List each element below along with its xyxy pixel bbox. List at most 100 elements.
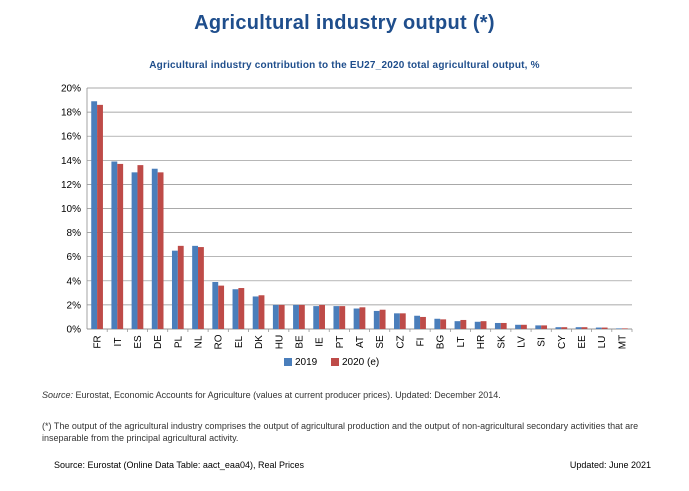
source-note-text: Eurostat, Economic Accounts for Agricult… xyxy=(73,390,501,400)
x-tick-label: SK xyxy=(496,335,507,349)
source-note: Source: Eurostat, Economic Accounts for … xyxy=(42,389,662,401)
x-tick-label: BE xyxy=(294,335,305,349)
bar-SK-2019 xyxy=(494,322,501,329)
x-tick-label: AT xyxy=(355,336,366,348)
bar-EE-2019 xyxy=(575,327,582,329)
x-tick-label: EL xyxy=(234,335,245,348)
y-tick-label: 12% xyxy=(61,180,81,191)
bar-SI-2019 xyxy=(535,325,542,329)
bar-LU-2020e xyxy=(601,327,608,329)
bar-FI-2019 xyxy=(414,315,421,329)
legend-label-2: 2020 (e) xyxy=(342,357,379,368)
bar-SI-2020e xyxy=(541,325,548,329)
bar-PL-2019 xyxy=(171,250,178,329)
source-note-label: Source: xyxy=(42,390,74,400)
x-tick-label: ES xyxy=(133,335,144,349)
bar-FI-2020e xyxy=(420,316,426,329)
bar-HR-2020e xyxy=(480,321,487,329)
x-tick-label: MT xyxy=(617,335,628,349)
y-tick-label: 18% xyxy=(61,108,81,119)
bar-IT-2020e xyxy=(117,163,124,329)
bar-RO-2019 xyxy=(212,282,219,329)
bar-EL-2019 xyxy=(232,289,239,329)
x-tick-label: RO xyxy=(214,334,225,349)
y-tick-label: 6% xyxy=(67,252,82,263)
bar-FR-2019 xyxy=(91,101,98,329)
bar-MT-2019 xyxy=(616,328,622,329)
y-tick-label: 14% xyxy=(61,156,81,167)
bar-IT-2019 xyxy=(111,161,118,329)
footer-updated: Updated: June 2021 xyxy=(569,460,651,470)
bar-BG-2019 xyxy=(434,318,441,329)
x-tick-label: DE xyxy=(153,335,164,349)
bar-PT-2020e xyxy=(339,306,346,329)
bar-ES-2019 xyxy=(131,172,138,329)
bar-HU-2020e xyxy=(278,304,285,329)
bar-PL-2020e xyxy=(177,245,184,329)
bar-BE-2019 xyxy=(293,304,299,329)
x-tick-label: CZ xyxy=(395,335,406,348)
bar-CY-2019 xyxy=(555,327,562,329)
y-tick-label: 20% xyxy=(61,84,81,95)
bar-IE-2019 xyxy=(313,306,320,329)
bar-SK-2020e xyxy=(500,322,507,329)
bar-CZ-2019 xyxy=(394,313,400,329)
bar-BE-2020e xyxy=(298,304,305,329)
x-tick-label: PT xyxy=(335,336,346,349)
bar-LV-2020e xyxy=(520,324,527,329)
x-tick-label: CY xyxy=(557,335,568,349)
footnote: (*) The output of the agricultural indus… xyxy=(42,421,639,443)
bar-LU-2019 xyxy=(595,327,602,329)
bar-SE-2020e xyxy=(379,309,386,329)
bar-SE-2019 xyxy=(373,310,380,329)
x-tick-label: LU xyxy=(597,336,608,349)
footer-source: Source: Eurostat (Online Data Table: aac… xyxy=(54,460,304,470)
bar-LV-2019 xyxy=(515,324,521,329)
bar-DK-2020e xyxy=(258,295,265,329)
bar-CZ-2020e xyxy=(399,313,406,329)
x-tick-label: IE xyxy=(315,337,326,347)
bar-MT-2020e xyxy=(621,328,628,329)
y-tick-label: 2% xyxy=(67,300,82,311)
bar-HU-2019 xyxy=(272,304,279,329)
legend-swatch-1 xyxy=(284,358,292,366)
bar-PT-2019 xyxy=(333,306,340,329)
chart-subtitle: Agricultural industry contribution to th… xyxy=(149,60,540,71)
x-tick-label: BG xyxy=(436,335,447,350)
x-tick-label: FR xyxy=(93,335,104,348)
x-tick-label: LV xyxy=(516,336,527,348)
chart-title: Agricultural industry output (*) xyxy=(194,12,495,34)
y-tick-label: 4% xyxy=(67,276,82,287)
legend-label-1: 2019 xyxy=(295,357,318,368)
x-tick-label: LT xyxy=(456,337,467,348)
x-tick-label: EE xyxy=(577,335,588,349)
y-tick-label: 16% xyxy=(61,132,81,143)
bar-AT-2019 xyxy=(353,308,360,329)
x-tick-label: DK xyxy=(254,335,265,349)
bar-FR-2020e xyxy=(97,104,103,330)
x-tick-label: HU xyxy=(274,335,285,349)
y-tick-label: 0% xyxy=(67,325,82,336)
bar-DE-2020e xyxy=(157,172,164,329)
x-tick-label: FI xyxy=(416,338,427,347)
x-tick-label: SE xyxy=(375,335,386,349)
bar-AT-2020e xyxy=(359,307,366,329)
bar-EE-2020e xyxy=(581,327,588,329)
bar-EL-2020e xyxy=(238,288,245,329)
x-tick-label: IT xyxy=(113,338,124,347)
y-tick-label: 8% xyxy=(67,228,82,239)
bar-LT-2020e xyxy=(460,319,467,329)
bar-ES-2020e xyxy=(137,165,144,329)
y-tick-label: 10% xyxy=(61,204,81,215)
legend-swatch-2 xyxy=(331,358,339,366)
bar-RO-2020e xyxy=(218,285,225,329)
x-tick-label: SI xyxy=(537,337,548,346)
bar-NL-2019 xyxy=(192,245,199,329)
bar-DE-2019 xyxy=(151,168,158,329)
bar-HR-2019 xyxy=(474,321,481,329)
bar-BG-2020e xyxy=(440,319,447,329)
bar-CY-2020e xyxy=(561,327,568,329)
bar-LT-2019 xyxy=(454,321,461,329)
x-tick-label: HR xyxy=(476,335,487,349)
